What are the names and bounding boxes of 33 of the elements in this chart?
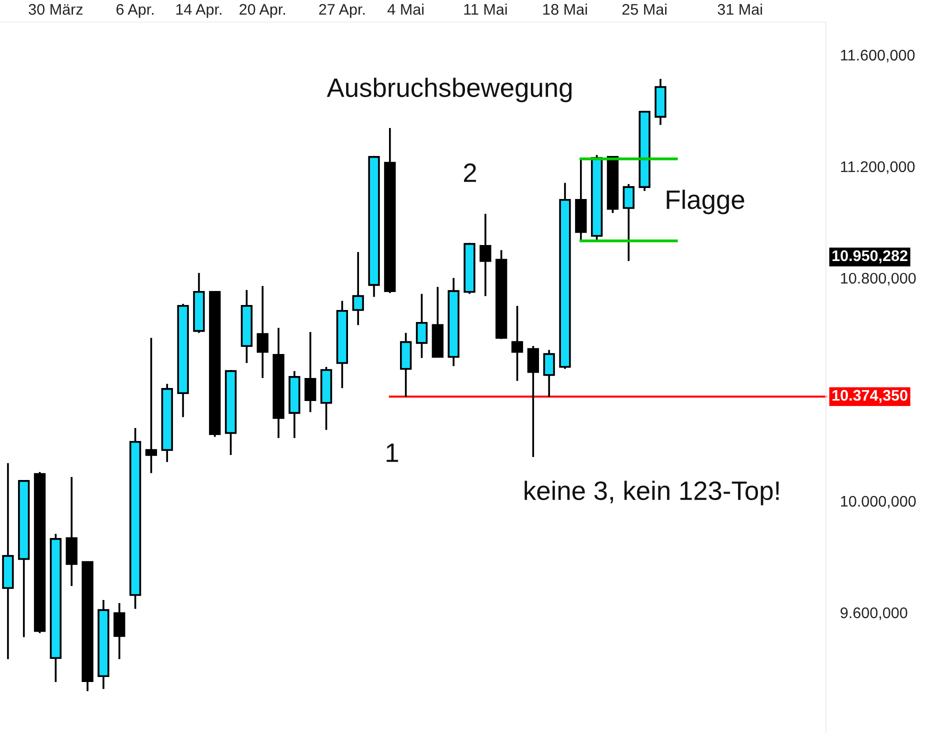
candlestick — [114, 602, 126, 660]
candlestick — [543, 348, 555, 398]
candlestick — [256, 285, 268, 379]
annotation: Ausbruchsbewegung — [326, 78, 572, 102]
x-tick-label: 31 Mai — [718, 4, 762, 15]
annotation: Flagge — [666, 190, 744, 214]
x-tick-label: 14 Apr. — [176, 4, 222, 18]
candlestick — [145, 337, 158, 474]
candlestick — [622, 183, 634, 262]
x-tick-label: 6 Apr. — [116, 4, 154, 18]
x-tick-label: 27 Apr. — [319, 4, 365, 18]
annotation: 1 — [386, 444, 398, 462]
x-tick-label: 11 Mai — [464, 4, 507, 15]
x-tick-label: 25 Mai — [622, 4, 666, 15]
candlestick — [480, 212, 492, 297]
candlestick — [416, 292, 428, 359]
y-tick-label: 11.600,000 — [841, 50, 915, 62]
annotation: 2 — [464, 163, 476, 182]
y-tick-label: 10.000,000 — [841, 496, 916, 509]
x-tick-label: 18 Mai — [543, 4, 587, 15]
text: 10.950,282 — [832, 250, 908, 264]
candlestick — [352, 251, 364, 326]
y-tick-label: 9.600,000 — [840, 607, 908, 620]
y-tick-label: 10.800,000 — [841, 272, 916, 286]
x-tick-label: 20 Apr. — [240, 4, 285, 18]
annotation: keine 3, kein 123-Top! — [524, 480, 779, 506]
candlestick — [511, 304, 524, 382]
candlestick — [527, 345, 539, 458]
ref-line-label: 10.374,350 — [832, 390, 908, 403]
candlestick — [304, 331, 316, 413]
x-tick-label: 4 Mai — [388, 4, 424, 15]
x-tick-label: 30 März — [28, 4, 83, 15]
y-tick-label: 11.200,000 — [841, 161, 915, 174]
